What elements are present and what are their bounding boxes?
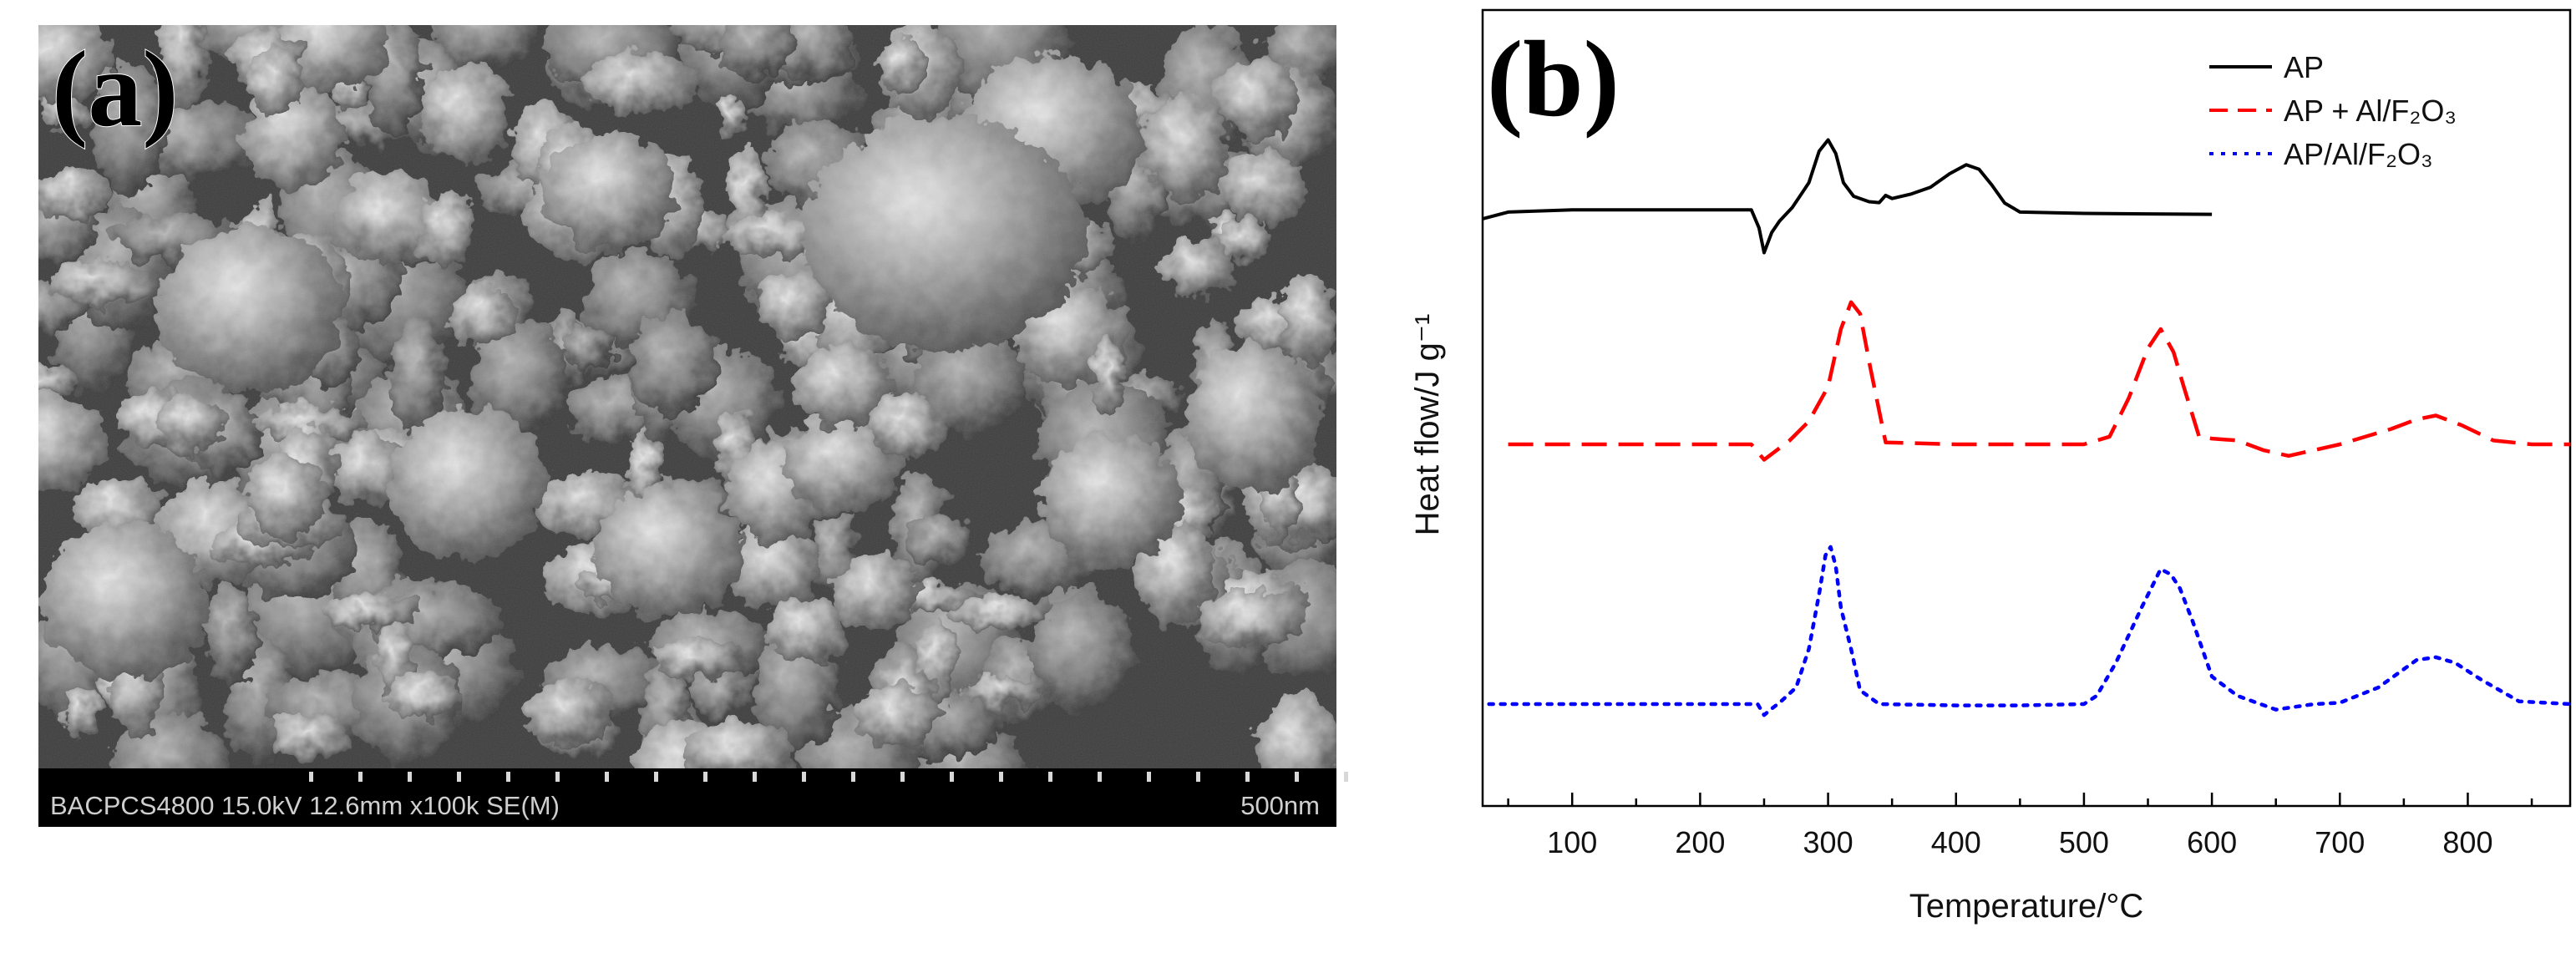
x-tick-label: 600 (2187, 825, 2237, 859)
sem-scale-tick (703, 772, 707, 782)
sem-info-bar (38, 768, 1336, 827)
sem-scale-tick (999, 772, 1003, 782)
panel-a: BACPCS4800 15.0kV 12.6mm x100k SE(M) 500… (38, 25, 1348, 827)
sem-scale-tick (309, 772, 313, 782)
sem-scale-tick (1147, 772, 1151, 782)
x-axis-label: Temperature/°C (1909, 888, 2144, 925)
sem-scale-tick (605, 772, 609, 782)
legend-label-3: AP/Al/F₂O₃ (2284, 137, 2433, 171)
chart-axes (1481, 8, 2572, 808)
chart-series (1482, 138, 2573, 717)
series-line-3 (1487, 545, 2573, 717)
sem-scale-tick (506, 772, 510, 782)
series-line-2 (1508, 300, 2570, 462)
sem-scale-tick (408, 772, 412, 782)
sem-scale-tick (851, 772, 855, 782)
legend-label-1: AP (2284, 50, 2324, 84)
sem-scale-tick (358, 772, 363, 782)
x-tick-label: 800 (2442, 825, 2492, 859)
series-line-1 (1482, 138, 2213, 255)
sem-micrograph: BACPCS4800 15.0kV 12.6mm x100k SE(M) 500… (38, 25, 1348, 827)
sem-scale-tick (900, 772, 905, 782)
sem-scale-tick (802, 772, 806, 782)
sem-scale-tick (1344, 772, 1348, 782)
sem-scale-tick (1196, 772, 1200, 782)
sem-grain (38, 25, 1336, 827)
sem-info-text: BACPCS4800 15.0kV 12.6mm x100k SE(M) (50, 791, 560, 820)
sem-scale-label: 500nm (1240, 791, 1320, 820)
x-tick-label: 500 (2059, 825, 2109, 859)
sem-scale-tick (1048, 772, 1052, 782)
y-axis-label: Heat flow/J g⁻¹ (1409, 314, 1446, 536)
x-tick-label: 100 (1547, 825, 1597, 859)
sem-scale-tick (555, 772, 560, 782)
panel-b: 100 200 300 400 500 600 700 800 (b) Temperature… (1370, 0, 2576, 959)
sem-scale-ticks (309, 772, 1348, 782)
sem-scale-tick (1245, 772, 1250, 782)
x-tick-label: 700 (2315, 825, 2365, 859)
x-tick-label: 400 (1931, 825, 1981, 859)
panel-a-label: (a) (52, 29, 179, 150)
x-tick-label: 300 (1803, 825, 1853, 859)
legend-label-2: AP + Al/F₂O₃ (2284, 94, 2457, 128)
chart-legend: AP AP + Al/F₂O₃ AP/Al/F₂O₃ (2209, 50, 2457, 171)
dsc-chart: 100 200 300 400 500 600 700 800 (b) Temperature… (1409, 8, 2573, 925)
sem-scale-tick (654, 772, 658, 782)
sem-scale-tick (1098, 772, 1102, 782)
panel-b-label: (b) (1487, 19, 1620, 139)
plot-frame (1481, 8, 2572, 808)
chart-ticks: 100 200 300 400 500 600 700 800 (1507, 793, 2533, 859)
sem-scale-tick (950, 772, 954, 782)
x-tick-label: 200 (1675, 825, 1725, 859)
sem-scale-tick (457, 772, 461, 782)
sem-scale-tick (753, 772, 757, 782)
sem-scale-tick (1295, 772, 1299, 782)
